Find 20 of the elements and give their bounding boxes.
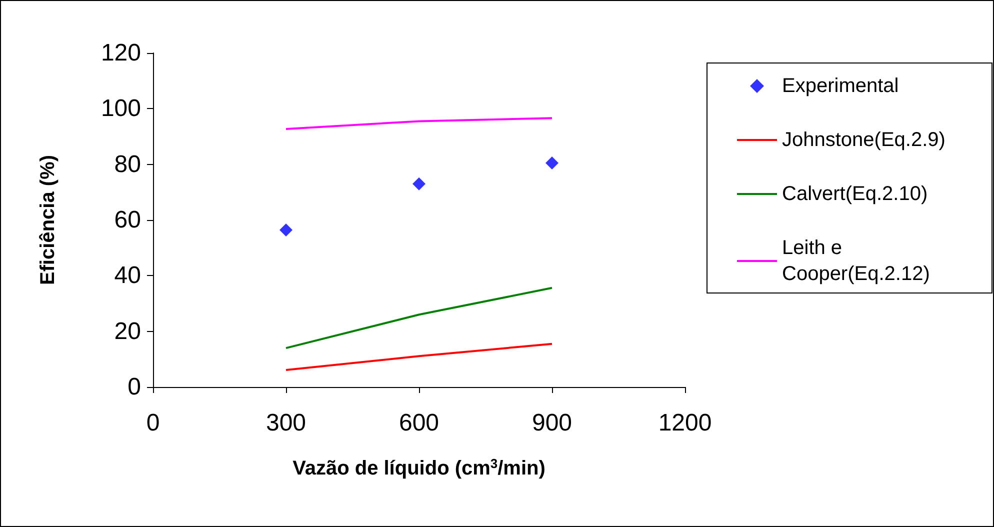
legend-label: Johnstone(Eq.2.9)	[782, 129, 946, 151]
y-axis-title: Eficiência (%)	[37, 154, 59, 286]
y-tick-label: 0	[128, 374, 141, 400]
legend-label: Experimental	[782, 75, 899, 97]
legend-label: Leith e Cooper(Eq.2.12)	[782, 237, 930, 285]
point	[412, 177, 426, 190]
x-tick-label: 900	[532, 410, 572, 436]
point	[546, 156, 558, 170]
x-tick-label: 0	[146, 410, 160, 436]
legend-label: Calvert(Eq.2.10)	[782, 183, 928, 205]
y-tick-label: 120	[100, 40, 141, 66]
x-tick-label: 1200	[658, 410, 712, 436]
y-tick-label: 60	[114, 206, 141, 234]
x-tick-label: 600	[398, 410, 440, 436]
y-tick-label: 80	[114, 150, 141, 178]
y-tick-label: 40	[114, 262, 141, 290]
y-tick-label: 20	[114, 318, 141, 345]
x-tick-label: 300	[266, 410, 306, 436]
y-tick-label: 100	[100, 95, 141, 122]
point	[280, 224, 292, 237]
